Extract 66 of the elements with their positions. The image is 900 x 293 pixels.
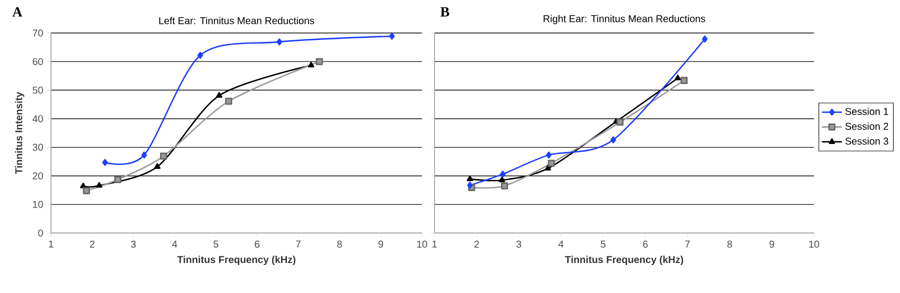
x-tick-label: 3 <box>131 240 136 248</box>
point <box>197 52 204 59</box>
point <box>466 175 474 182</box>
legend-label: Session 2 <box>845 122 888 130</box>
x-tick-label: 1 <box>432 240 437 248</box>
text: A <box>12 7 22 17</box>
y-tick-label: 30 <box>32 144 43 151</box>
point <box>389 32 395 40</box>
point <box>467 182 473 189</box>
y-tick-label: 70 <box>32 29 43 37</box>
legend-label: Session 1 <box>845 108 888 115</box>
x-tick-label: 5 <box>600 240 606 248</box>
y-tick-label: 10 <box>33 200 43 208</box>
x-axis-title: Tinnitus Frequency (kHz) <box>564 256 684 266</box>
point <box>674 74 681 80</box>
text: B <box>440 7 450 16</box>
point <box>548 160 555 167</box>
x-tick-label: 10 <box>417 240 428 248</box>
point <box>610 136 616 144</box>
point <box>680 76 688 84</box>
point <box>216 92 222 98</box>
x-tick-label: 4 <box>558 240 564 248</box>
y-tick-label: 20 <box>32 172 43 180</box>
point <box>82 187 90 194</box>
x-tick-label: 2 <box>474 240 479 248</box>
x-tick-label: 9 <box>770 240 774 248</box>
point <box>498 176 506 182</box>
x-tick-label: 8 <box>337 240 342 248</box>
point <box>546 151 552 159</box>
legend-label: Session 3 <box>845 137 888 145</box>
point <box>500 182 508 190</box>
x-tick-label: 8 <box>727 240 732 248</box>
x-tick-label: 5 <box>214 240 218 248</box>
point <box>154 163 160 169</box>
point <box>102 158 108 166</box>
x-tick-label: 6 <box>254 240 260 248</box>
point <box>308 62 314 68</box>
y-axis-title: Tinnitus Intensity <box>14 92 24 174</box>
chart-title: Right Ear: Tinnitus Mean Reductions <box>544 14 706 24</box>
y-tick-label: 50 <box>32 86 43 94</box>
x-tick-label: 7 <box>296 240 301 248</box>
x-tick-label: 4 <box>172 240 178 248</box>
point <box>500 170 506 178</box>
y-tick-label: 0 <box>38 229 43 237</box>
x-tick-label: 2 <box>90 240 94 248</box>
y-tick-label: 60 <box>32 58 43 66</box>
x-tick-label: 10 <box>809 240 820 248</box>
point <box>276 38 282 46</box>
point <box>80 182 86 188</box>
point <box>96 182 102 188</box>
point <box>544 164 552 171</box>
x-tick-label: 7 <box>685 240 690 248</box>
point <box>114 176 122 184</box>
x-tick-label: 3 <box>516 240 522 248</box>
point <box>225 98 232 105</box>
y-tick-label: 40 <box>32 115 43 122</box>
point <box>702 35 708 43</box>
x-tick-label: 9 <box>378 240 384 248</box>
point <box>160 152 168 160</box>
point <box>616 118 624 126</box>
x-axis-title: Tinnitus Frequency (kHz) <box>177 256 296 266</box>
x-tick-label: 6 <box>643 240 648 248</box>
x-tick-label: 1 <box>48 240 54 248</box>
chart-title: Left Ear: Tinnitus Mean Reductions <box>159 16 314 24</box>
point <box>316 58 323 66</box>
point <box>141 151 147 159</box>
